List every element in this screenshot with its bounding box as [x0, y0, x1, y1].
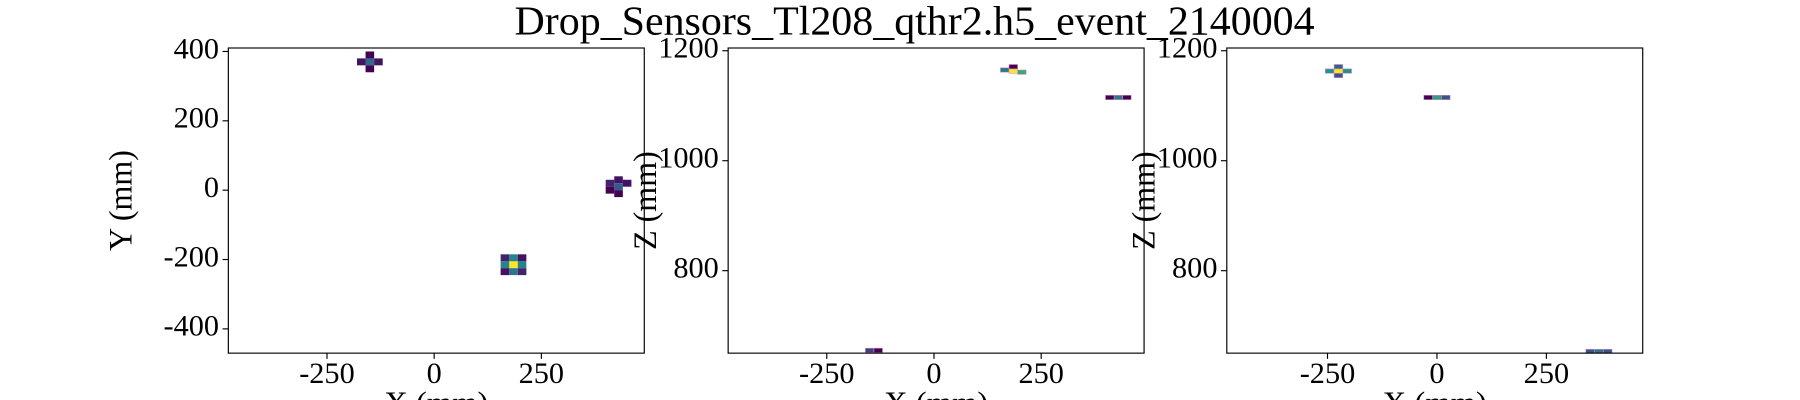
- heat-cell: [517, 268, 527, 276]
- x-axis-label: X (mm): [884, 385, 988, 400]
- y-tick-label: 1200: [1157, 32, 1218, 65]
- heat-cell: [509, 261, 518, 269]
- x-tick-label: -250: [1300, 357, 1356, 390]
- y-axis-label: Z (mm): [1125, 151, 1161, 250]
- y-tick-label: 0: [204, 171, 219, 204]
- x-tick-label: 250: [519, 357, 564, 390]
- heat-cell: [1432, 94, 1442, 100]
- heat-cell: [622, 179, 632, 187]
- heat-cell: [1342, 68, 1352, 74]
- heat-cell: [614, 183, 623, 191]
- heat-cell: [500, 254, 510, 262]
- y-tick-label: -400: [164, 310, 220, 343]
- heat-cell: [1441, 94, 1451, 100]
- heat-cell: [1000, 67, 1010, 73]
- heat-cell: [614, 190, 623, 198]
- heat-cell: [605, 179, 615, 187]
- y-axis-label: Y (mm): [102, 150, 138, 251]
- heat-cell: [365, 65, 375, 73]
- heat-cell: [1017, 69, 1027, 75]
- x-tick-label: 250: [1524, 357, 1569, 390]
- heat-cell: [356, 58, 366, 66]
- y-tick-label: 200: [174, 102, 219, 135]
- y-tick-label: 1200: [658, 32, 719, 65]
- heat-cell: [1008, 68, 1018, 74]
- y-axis-label: Z (mm): [627, 151, 663, 250]
- heat-cell: [873, 347, 883, 353]
- heat-cell: [605, 186, 615, 194]
- axes-frame: [227, 47, 645, 354]
- heat-cell: [500, 268, 510, 276]
- figure-title: Drop_Sensors_Tl208_qthr2.h5_event_214000…: [515, 0, 1315, 43]
- heat-cell: [865, 347, 875, 353]
- x-tick-label: -250: [299, 357, 355, 390]
- heat-cell: [1008, 64, 1018, 70]
- heat-cell: [500, 261, 510, 269]
- heat-cell: [1333, 64, 1344, 70]
- heat-cell: [509, 268, 518, 276]
- heat-cell: [1113, 94, 1123, 100]
- x-tick-label: 250: [1018, 357, 1063, 390]
- x-tick-label: 0: [427, 357, 442, 390]
- y-tick-label: 400: [174, 33, 219, 66]
- x-tick-label: 0: [1429, 357, 1444, 390]
- heat-cell: [517, 261, 527, 269]
- heat-cell: [365, 51, 375, 59]
- x-tick-label: 0: [926, 357, 941, 390]
- x-tick-label: -250: [799, 357, 855, 390]
- y-tick-label: 800: [1172, 252, 1217, 285]
- heat-cell: [1105, 94, 1115, 100]
- plot-area: [356, 51, 632, 276]
- y-tick-label: 1000: [1157, 142, 1218, 175]
- plot-area: [865, 64, 1132, 353]
- x-axis-label: X (mm): [1383, 385, 1487, 400]
- heat-cell: [1333, 68, 1344, 74]
- y-tick-label: 800: [673, 252, 718, 285]
- y-tick-label: 1000: [658, 142, 719, 175]
- axes-frame: [727, 47, 1145, 354]
- heat-cell: [1333, 73, 1344, 78]
- heat-cell: [1122, 94, 1132, 100]
- heat-cell: [374, 58, 383, 66]
- axes-frame: [1226, 47, 1644, 354]
- y-tick-label: -200: [164, 241, 220, 274]
- x-axis-label: X (mm): [384, 385, 488, 400]
- heat-cell: [509, 254, 518, 262]
- heat-cell: [1423, 94, 1433, 100]
- heat-cell: [614, 176, 623, 184]
- heat-cell: [1325, 68, 1335, 74]
- heat-cell: [517, 254, 527, 262]
- heat-cell: [1585, 349, 1595, 354]
- heat-cell: [365, 58, 375, 66]
- plot-area: [1325, 64, 1613, 354]
- heat-cell: [1603, 349, 1613, 354]
